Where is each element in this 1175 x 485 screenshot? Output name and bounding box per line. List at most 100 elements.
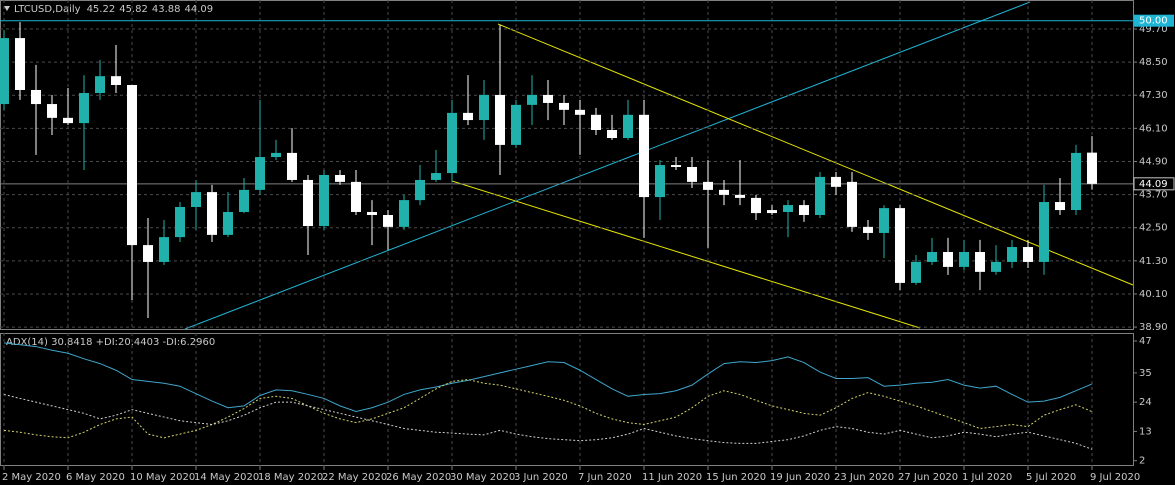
y-tick-label: 47.30 — [1139, 90, 1168, 101]
candle-body — [655, 165, 665, 198]
candle-body — [559, 102, 569, 110]
candle-body — [319, 174, 329, 227]
x-tick-label: 19 Jun 2020 — [770, 472, 830, 483]
candle-body — [607, 129, 617, 139]
candle-body — [623, 114, 633, 139]
channel-line — [497, 23, 1134, 286]
x-tick-label: 23 Jun 2020 — [834, 472, 894, 483]
candle-body — [63, 117, 73, 124]
candle-body — [351, 181, 361, 212]
candle-body — [79, 93, 89, 124]
y-tick-label: 47 — [1139, 336, 1152, 347]
y-tick-label: 46.10 — [1139, 123, 1168, 134]
candle-body — [911, 261, 921, 283]
ohlc-value: 45.22 — [87, 4, 116, 15]
price-label-box — [1134, 14, 1174, 27]
x-tick-label: 11 Jun 2020 — [642, 472, 702, 483]
candle-body — [1023, 247, 1033, 262]
candle-body — [975, 251, 985, 272]
candle-body — [799, 205, 809, 216]
candle-body — [847, 181, 857, 227]
indicator-title: ADX(14) 30.8418 +DI:20.4403 -DI:6.2960 — [6, 337, 215, 348]
y-tick-label: 13 — [1139, 426, 1152, 437]
x-tick-label: 2 May 2020 — [2, 472, 61, 483]
candle-body — [959, 251, 969, 267]
candle-body — [431, 173, 441, 180]
y-tick-label: 35 — [1139, 368, 1152, 379]
candle-body — [575, 109, 585, 115]
candle-body — [447, 112, 457, 174]
candle-body — [1039, 202, 1049, 262]
candle-body — [399, 200, 409, 227]
candle-body — [287, 152, 297, 180]
candle-body — [783, 205, 793, 212]
candle-body — [543, 94, 553, 103]
candle-body — [463, 112, 473, 121]
last-price-label: 44.09 — [1139, 179, 1168, 190]
candle-body — [367, 211, 377, 216]
candle-body — [1087, 152, 1097, 184]
candle-body — [735, 194, 745, 198]
y-tick-label: 44.90 — [1139, 156, 1168, 167]
candle-body — [271, 152, 281, 158]
candle-body — [591, 114, 601, 130]
last-price-box — [1133, 177, 1175, 191]
candle-body — [639, 114, 649, 198]
candle-body — [0, 38, 9, 105]
candle-body — [751, 197, 761, 214]
x-tick-label: 7 Jun 2020 — [578, 472, 632, 483]
channel-line — [451, 180, 921, 329]
frame — [0, 0, 1134, 466]
candle-body — [223, 211, 233, 235]
candle-body — [927, 251, 937, 262]
x-tick-label: 6 May 2020 — [66, 472, 125, 483]
indicator-line — [3, 342, 1093, 412]
candle-body — [863, 226, 873, 233]
ohlc-value: 45.82 — [119, 4, 148, 15]
candle-body — [815, 176, 825, 216]
y-tick-label: 43.70 — [1139, 190, 1168, 201]
candle-body — [47, 104, 57, 118]
y-tick-label: 40.10 — [1139, 289, 1168, 300]
candle-body — [415, 179, 425, 201]
indicator-panel-border — [0, 333, 1134, 466]
candle-body — [511, 104, 521, 145]
candle-body — [191, 192, 201, 208]
x-tick-label: 14 May 2020 — [194, 472, 259, 483]
trend-line — [184, 1, 1031, 330]
candle-body — [703, 181, 713, 190]
chart-title: LTCUSD,Daily — [14, 4, 81, 15]
main-panel-border — [0, 0, 1134, 330]
y-tick-label: 42.50 — [1139, 223, 1168, 234]
y-tick-label: 41.30 — [1139, 256, 1168, 267]
x-tick-label: 5 Jul 2020 — [1026, 472, 1076, 483]
candle-body — [15, 38, 25, 90]
x-tick-label: 10 May 2020 — [130, 472, 195, 483]
x-tick-label: 22 May 2020 — [322, 472, 387, 483]
candle-body — [527, 94, 537, 105]
x-tick-label: 27 Jun 2020 — [898, 472, 958, 483]
candle-body — [991, 261, 1001, 272]
candle-body — [95, 76, 105, 94]
candle-body — [175, 207, 185, 238]
x-tick-label: 18 May 2020 — [258, 472, 323, 483]
candle-body — [1055, 202, 1065, 211]
candle-body — [383, 215, 393, 227]
candle-body — [207, 192, 217, 235]
y-tick-label: 49.70 — [1139, 24, 1168, 35]
trend-lines — [184, 1, 1134, 330]
ohlc-value: 43.88 — [152, 4, 181, 15]
indicator-line — [3, 379, 1093, 439]
x-tick-label: 9 Jul 2020 — [1090, 472, 1140, 483]
price-label: 50.00 — [1139, 16, 1168, 27]
menu-icon[interactable] — [4, 6, 10, 11]
candle-body — [495, 94, 505, 145]
candle-body — [303, 179, 313, 227]
x-tick-label: 1 Jul 2020 — [962, 472, 1012, 483]
candle-body — [767, 210, 777, 214]
candle-body — [127, 85, 137, 246]
candle-body — [879, 208, 889, 233]
x-tick-label: 30 May 2020 — [450, 472, 515, 483]
candle-body — [831, 176, 841, 187]
